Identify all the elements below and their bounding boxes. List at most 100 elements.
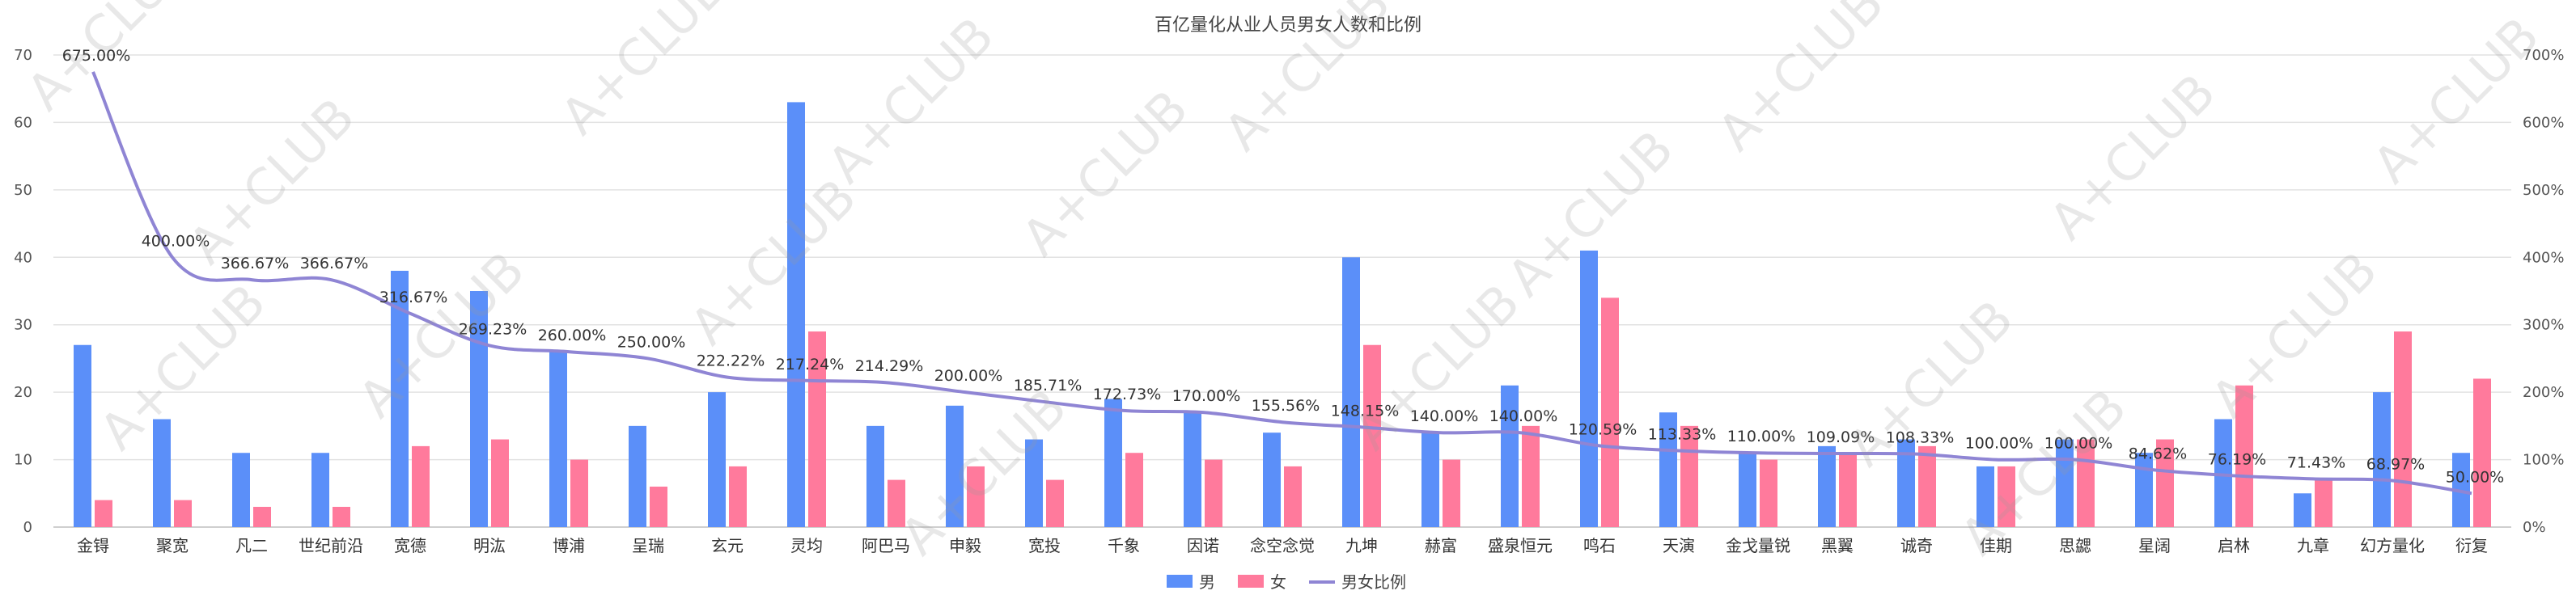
- category-label: 鸣石: [1583, 536, 1616, 555]
- ratio-label: 675.00%: [62, 47, 131, 65]
- bar-female: [729, 466, 747, 527]
- category-label: 千象: [1108, 536, 1140, 555]
- category-label: 黑翼: [1821, 536, 1854, 555]
- category-label: 金戈量锐: [1726, 536, 1790, 555]
- category-label: 博浦: [553, 536, 585, 555]
- bar-male: [708, 392, 726, 527]
- left-tick-label: 20: [14, 384, 32, 401]
- category-label: 宽德: [394, 536, 426, 555]
- left-tick-label: 30: [14, 317, 32, 334]
- ratio-label: 400.00%: [142, 232, 210, 250]
- category-label: 玄元: [711, 536, 744, 555]
- bar-female: [1125, 453, 1143, 527]
- ratio-label: 113.33%: [1648, 425, 1717, 443]
- right-tick-label: 300%: [2523, 317, 2564, 334]
- right-axis-ticks: 0% 100% 200% 300% 400% 500% 600% 700%: [2523, 47, 2564, 536]
- left-tick-label: 50: [14, 182, 32, 199]
- bar-female: [1839, 453, 1857, 527]
- bar-female: [95, 500, 112, 527]
- left-tick-label: 70: [14, 47, 32, 64]
- bar-male: [232, 453, 250, 527]
- bar-female: [2156, 439, 2174, 527]
- bar-male: [74, 344, 91, 527]
- category-label: 聚宽: [156, 536, 189, 555]
- ratio-label: 68.97%: [2366, 455, 2425, 473]
- bar-male: [391, 270, 409, 527]
- ratio-label: 140.00%: [1410, 407, 1479, 425]
- bar-female: [1522, 425, 1540, 527]
- bar-female: [1998, 466, 2015, 527]
- category-label: 宽投: [1028, 536, 1061, 555]
- bar-female: [2315, 479, 2332, 527]
- ratio-label: 100.00%: [2044, 435, 2113, 453]
- ratio-label: 366.67%: [221, 255, 290, 272]
- bar-female: [570, 459, 588, 527]
- ratio-label: 269.23%: [459, 320, 527, 338]
- ratio-label: 217.24%: [776, 356, 845, 373]
- right-tick-label: 200%: [2523, 384, 2564, 401]
- chart-title: 百亿量化从业人员男女人数和比例: [1155, 15, 1421, 36]
- bar-male: [1342, 257, 1360, 527]
- bar-male: [1263, 432, 1281, 527]
- category-label: 念空念觉: [1250, 536, 1315, 555]
- right-tick-label: 500%: [2523, 182, 2564, 199]
- bar-female: [1363, 344, 1381, 527]
- bar-male: [311, 453, 329, 527]
- category-label: 世纪前沿: [299, 536, 363, 555]
- bar-female: [333, 506, 350, 527]
- legend-swatch-male: [1167, 575, 1193, 588]
- category-label: 思勰: [2059, 536, 2091, 555]
- bar-male: [1580, 250, 1598, 527]
- category-label: 阿巴马: [862, 536, 910, 555]
- category-label: 九章: [2297, 536, 2329, 555]
- right-tick-label: 600%: [2523, 114, 2564, 131]
- bar-female: [1918, 445, 1936, 527]
- bar-male: [1818, 445, 1836, 527]
- bar-female: [2394, 331, 2412, 527]
- bar-male: [946, 405, 964, 527]
- category-label: 申毅: [949, 536, 981, 555]
- bar-female: [1284, 466, 1302, 527]
- category-label: 灵均: [790, 536, 823, 555]
- ratio-label: 84.62%: [2129, 445, 2187, 462]
- bar-female: [1046, 479, 1064, 527]
- ratio-label: 222.22%: [697, 352, 765, 370]
- bar-male: [1739, 453, 1756, 527]
- left-axis-ticks: 0 10 20 30 40 50 60 70: [14, 47, 32, 536]
- ratio-label: 316.67%: [379, 289, 448, 306]
- category-label: 诚奇: [1900, 536, 1933, 555]
- bar-male: [2214, 419, 2232, 527]
- bar-male: [2056, 439, 2074, 527]
- bar-male: [1104, 399, 1122, 527]
- bar-female: [2235, 385, 2253, 527]
- bar-male: [787, 102, 805, 527]
- bar-male: [1184, 412, 1201, 527]
- bar-male: [1421, 432, 1439, 527]
- bar-female: [2473, 378, 2491, 527]
- ratio-label: 50.00%: [2446, 468, 2504, 486]
- category-labels: 金锝 聚宽 凡二 世纪前沿 宽德 明汯 博浦 呈瑞 玄元 灵均 阿巴马 申毅 宽投 千象 因诺 念空念觉 九坤 赫…: [77, 536, 2488, 555]
- ratio-label: 185.71%: [1014, 377, 1083, 394]
- ratio-label: 76.19%: [2208, 450, 2266, 468]
- ratio-data-labels: 675.00% 400.00% 366.67% 366.67% 316.67% 269.2…: [62, 47, 2505, 486]
- bar-male: [153, 419, 171, 527]
- category-label: 明汯: [473, 536, 506, 555]
- ratio-label: 100.00%: [1965, 435, 2034, 453]
- bar-male: [1976, 466, 1994, 527]
- bar-male: [629, 425, 646, 527]
- gridlines: [53, 54, 2511, 528]
- right-tick-label: 0%: [2523, 519, 2546, 536]
- left-tick-label: 10: [14, 452, 32, 469]
- bar-female: [1760, 459, 1777, 527]
- category-label: 九坤: [1345, 536, 1378, 555]
- category-label: 凡二: [235, 536, 268, 555]
- bar-male: [2135, 453, 2153, 527]
- ratio-label: 120.59%: [1569, 420, 1638, 438]
- ratio-label: 170.00%: [1172, 387, 1241, 405]
- bar-male: [1897, 439, 1915, 527]
- ratio-label: 250.00%: [617, 333, 686, 351]
- ratio-label: 71.43%: [2287, 454, 2345, 471]
- bar-male: [470, 291, 488, 527]
- category-label: 呈瑞: [632, 536, 664, 555]
